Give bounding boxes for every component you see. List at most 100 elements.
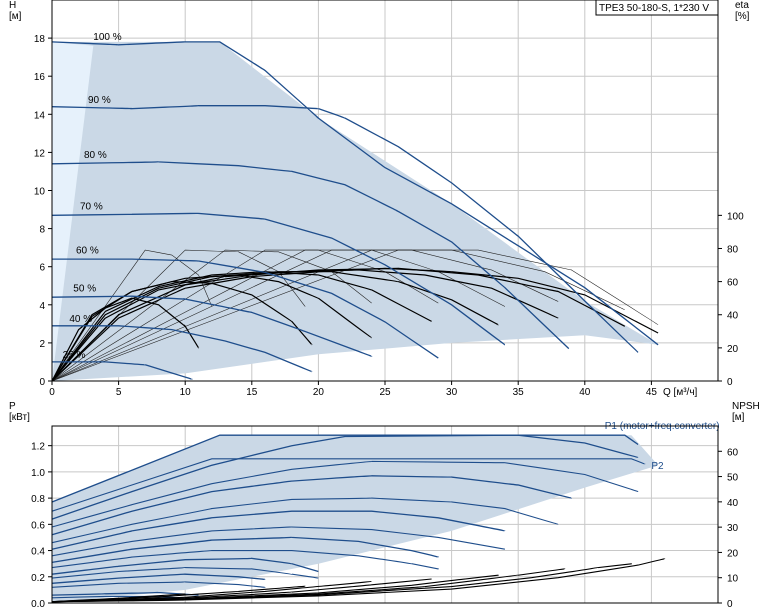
y2-tick-label: 80 — [727, 244, 739, 255]
x-tick-label: 5 — [116, 387, 122, 398]
x-tick-label: 25 — [379, 387, 391, 398]
y-tick-label: 0.8 — [31, 494, 45, 505]
speed-label: 60 % — [76, 245, 99, 256]
npsh-curve — [51, 593, 186, 603]
p1-curve — [51, 557, 319, 575]
eta-axis-label: eta [%] — [735, 0, 750, 22]
speed-label: 70 % — [80, 201, 103, 212]
y-tick-label: 1.0 — [31, 468, 45, 479]
head-plot-frame — [51, 0, 719, 382]
y2-tick-label: 40 — [727, 498, 739, 509]
y2-tick-label: 20 — [727, 344, 739, 355]
low-flow-region — [52, 41, 94, 382]
p2-curve — [51, 581, 266, 588]
y2-tick-label: 10 — [727, 574, 739, 585]
eta-thin-curve — [51, 249, 659, 382]
eta-curve-60 — [51, 271, 433, 382]
eta-curve-25 — [51, 297, 200, 382]
y2-tick-label: 0 — [727, 377, 733, 388]
eta-curve-90 — [51, 267, 626, 382]
flow-axis-label: Q [м³/ч] — [663, 387, 698, 398]
y-tick-label: 10 — [34, 187, 46, 198]
p2-curve — [51, 497, 559, 544]
y-tick-label: 0.0 — [31, 599, 45, 610]
head-curve-90 — [51, 105, 639, 354]
p1-curves — [51, 434, 639, 596]
head-curve-50 — [51, 295, 373, 357]
p1-curve — [51, 591, 199, 596]
npsh-curve — [51, 574, 499, 603]
p2-curve — [51, 526, 505, 557]
npsh-curves — [51, 558, 666, 603]
head-curve-40 — [51, 325, 313, 373]
head-tick-labels: 0 2 4 6 8 10 12 14 16 18 0 20 40 60 80 100 0 5 10 15 20 25 30 3… — [34, 34, 744, 398]
p2-curve — [51, 550, 439, 570]
speed-label: 40 % — [69, 314, 92, 325]
y2-tick-label: 40 — [727, 311, 739, 322]
speed-label: 100 % — [93, 32, 121, 43]
y-tick-label: 4 — [39, 301, 45, 312]
x-tick-label: 35 — [513, 387, 525, 398]
x-tick-label: 10 — [180, 387, 192, 398]
efficiency-curves — [51, 267, 659, 382]
y-tick-label: 18 — [34, 34, 46, 45]
eta-thin-curve — [51, 249, 372, 382]
head-curves — [51, 41, 659, 380]
x-tick-label: 30 — [446, 387, 458, 398]
y-tick-label: 0.6 — [31, 520, 45, 531]
y2-tick-label: 20 — [727, 548, 739, 559]
title-box — [595, 0, 719, 16]
speed-label: 50 % — [73, 283, 96, 294]
power-tick-labels: 0.0 0.2 0.4 0.6 0.8 1.0 1.2 0 10 20 30 40 50 60 — [31, 442, 738, 610]
y2-tick-label: 60 — [727, 447, 739, 458]
y-tick-label: 2 — [39, 339, 45, 350]
power-axis-label: P [кВт] — [9, 401, 30, 423]
p2-curve — [51, 458, 646, 512]
head-curve-25 — [52, 361, 193, 380]
npsh-axis-label: NPSH [м] — [732, 401, 760, 423]
head-curve-70 — [51, 212, 506, 346]
x-tick-label: 15 — [246, 387, 258, 398]
p1-curve — [51, 510, 506, 550]
y-tick-label: 14 — [34, 110, 46, 121]
y-tick-label: 0.2 — [31, 573, 45, 584]
y-tick-label: 1.2 — [31, 442, 45, 453]
npsh-curve — [51, 578, 432, 603]
npsh-curve — [51, 580, 372, 603]
y2-tick-label: 0 — [727, 599, 733, 610]
power-region — [52, 435, 659, 603]
eta-curve-70 — [51, 271, 499, 382]
head-curve-60 — [51, 258, 439, 359]
y-tick-label: 16 — [34, 72, 46, 83]
p2-curves — [51, 458, 646, 600]
y-tick-label: 0.4 — [31, 547, 45, 558]
p1-curve — [51, 475, 573, 536]
y2-tick-label: 50 — [727, 473, 739, 484]
y2-tick-label: 100 — [727, 211, 744, 222]
y2-tick-label: 60 — [727, 278, 739, 289]
x-tick-label: 45 — [646, 387, 658, 398]
p1-curve — [51, 536, 439, 564]
p2-curve — [51, 460, 639, 528]
power-operating-region — [52, 435, 659, 603]
head-axis-label: H [м] — [9, 0, 22, 22]
p2-curve — [51, 595, 200, 600]
y-tick-label: 0 — [39, 377, 45, 388]
y-tick-label: 12 — [34, 148, 46, 159]
speed-label: 25 % — [63, 350, 86, 361]
speed-label: 80 % — [84, 150, 107, 161]
y2-tick-label: 30 — [727, 523, 739, 534]
head-efficiency-panel: 0 2 4 6 8 10 12 14 16 18 0 20 40 60 80 100 0 5 10 15 20 25 30 3… — [9, 0, 750, 398]
y-tick-label: 6 — [39, 263, 45, 274]
x-tick-label: 0 — [49, 387, 55, 398]
head-curve-100 — [51, 41, 659, 346]
p2-curve — [51, 567, 319, 579]
p1-curve — [51, 434, 639, 503]
p1-curve — [51, 573, 266, 584]
power-plot-frame — [51, 425, 719, 604]
head-curve-80 — [51, 161, 570, 350]
y-tick-label: 8 — [39, 225, 45, 236]
p2-series-label: P2 — [651, 461, 664, 472]
